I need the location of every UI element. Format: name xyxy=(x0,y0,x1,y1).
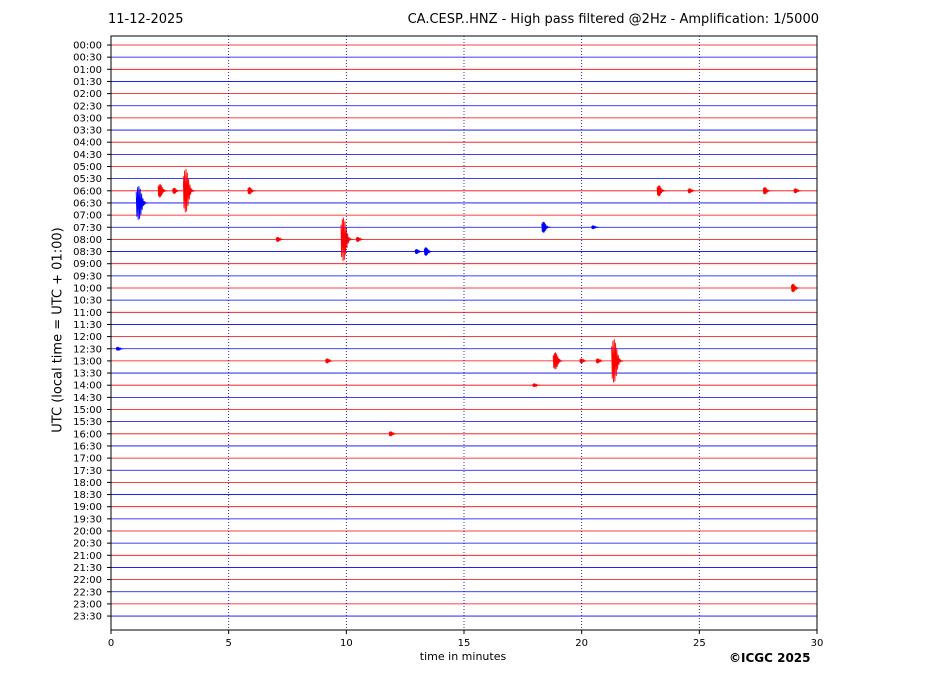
y-tick-label: 04:30 xyxy=(73,150,102,161)
y-tick-label: 21:30 xyxy=(73,563,102,574)
event-0730-20.5 xyxy=(591,225,599,230)
y-tick-label: 08:00 xyxy=(73,235,102,246)
y-tick-label: 12:00 xyxy=(73,332,102,343)
event-0830-13 xyxy=(414,249,423,255)
y-tick-label: 06:00 xyxy=(73,186,102,197)
event-1300-9.2 xyxy=(325,358,333,364)
y-tick-label: 22:00 xyxy=(73,575,102,586)
event-0730-18.4 xyxy=(541,221,551,233)
chart-title: CA.CESP..HNZ - High pass filtered @2Hz -… xyxy=(407,12,819,27)
event-0830-13.4 xyxy=(423,247,433,256)
event-0800-7.1 xyxy=(275,236,284,242)
y-tick-label: 07:30 xyxy=(73,223,102,234)
date-label: 11-12-2025 xyxy=(108,12,184,27)
y-tick-label: 20:00 xyxy=(73,527,102,538)
y-tick-label: 19:00 xyxy=(73,502,102,513)
y-tick-label: 02:00 xyxy=(73,89,102,100)
y-tick-label: 01:00 xyxy=(73,65,102,76)
event-0600-27.8 xyxy=(762,187,772,195)
x-tick-label: 30 xyxy=(811,638,824,649)
y-tick-label: 23:30 xyxy=(73,612,102,623)
event-1600-11.9 xyxy=(388,431,397,437)
y-tick-label: 14:00 xyxy=(73,381,102,392)
x-tick-label: 20 xyxy=(575,638,588,649)
y-tick-label: 19:30 xyxy=(73,514,102,525)
y-tick-label: 03:00 xyxy=(73,113,102,124)
x-axis-ticks: 0 5 10 15 20 25 30 xyxy=(108,630,824,649)
y-tick-label: 08:30 xyxy=(73,247,102,258)
event-1300-20 xyxy=(579,358,588,364)
event-0630-1.2 xyxy=(135,185,149,220)
event-1300-20.7 xyxy=(595,358,604,364)
y-tick-label: 22:30 xyxy=(73,587,102,598)
y-tick-label: 11:30 xyxy=(73,320,102,331)
y-tick-label: 03:30 xyxy=(73,126,102,137)
event-1000-29 xyxy=(790,283,800,293)
y-tick-label: 18:30 xyxy=(73,490,102,501)
y-tick-label: 04:00 xyxy=(73,138,102,149)
event-0800-10.5 xyxy=(355,236,364,242)
y-tick-label: 21:00 xyxy=(73,551,102,562)
event-1230-0.3 xyxy=(115,346,124,352)
y-tick-label: 23:00 xyxy=(73,599,102,610)
y-tick-label: 14:30 xyxy=(73,393,102,404)
event-0600-2.1 xyxy=(157,184,168,198)
x-tick-label: 0 xyxy=(108,638,114,649)
event-0600-5.9 xyxy=(247,187,256,195)
y-tick-label: 20:30 xyxy=(73,539,102,550)
event-1300-21.4 xyxy=(611,339,624,383)
y-tick-label: 09:30 xyxy=(73,271,102,282)
y-tick-label: 00:00 xyxy=(73,41,102,52)
event-1400-18 xyxy=(532,383,540,388)
y-tick-label: 00:30 xyxy=(73,53,102,64)
y-tick-label: 09:00 xyxy=(73,259,102,270)
event-0800-9.9 xyxy=(340,217,354,262)
minute-gridlines xyxy=(228,36,700,630)
y-tick-label: 16:30 xyxy=(73,441,102,452)
y-tick-label: 18:00 xyxy=(73,478,102,489)
y-tick-label: 07:00 xyxy=(73,211,102,222)
event-1300-18.9 xyxy=(552,352,564,370)
x-tick-label: 10 xyxy=(340,638,353,649)
seismic-events xyxy=(115,168,802,437)
y-tick-label: 17:00 xyxy=(73,454,102,465)
copyright-label: ©ICGC 2025 xyxy=(729,651,811,665)
event-0600-2.7 xyxy=(172,187,181,194)
y-tick-label: 05:00 xyxy=(73,162,102,173)
y-tick-label: 13:30 xyxy=(73,369,102,380)
y-tick-label: 15:30 xyxy=(73,417,102,428)
y-axis-label: UTC (local time = UTC + 01:00) xyxy=(50,227,66,433)
event-0600-29.1 xyxy=(793,188,802,194)
y-tick-label: 11:00 xyxy=(73,308,102,319)
event-0600-23.3 xyxy=(656,185,666,197)
y-tick-label: 16:00 xyxy=(73,429,102,440)
y-tick-label: 13:00 xyxy=(73,356,102,367)
y-tick-label: 06:30 xyxy=(73,198,102,209)
event-0600-24.6 xyxy=(687,188,696,194)
y-tick-label: 10:00 xyxy=(73,284,102,295)
y-tick-label: 05:30 xyxy=(73,174,102,185)
x-tick-label: 15 xyxy=(458,638,471,649)
y-tick-label: 17:30 xyxy=(73,466,102,477)
y-tick-label: 15:00 xyxy=(73,405,102,416)
y-tick-label: 10:30 xyxy=(73,296,102,307)
x-axis-label: time in minutes xyxy=(419,650,507,663)
y-tick-label: 12:30 xyxy=(73,344,102,355)
y-tick-label: 01:30 xyxy=(73,77,102,88)
x-tick-label: 5 xyxy=(225,638,231,649)
y-tick-label: 02:30 xyxy=(73,101,102,112)
x-tick-label: 25 xyxy=(693,638,706,649)
event-0600-3.2 xyxy=(182,168,196,213)
